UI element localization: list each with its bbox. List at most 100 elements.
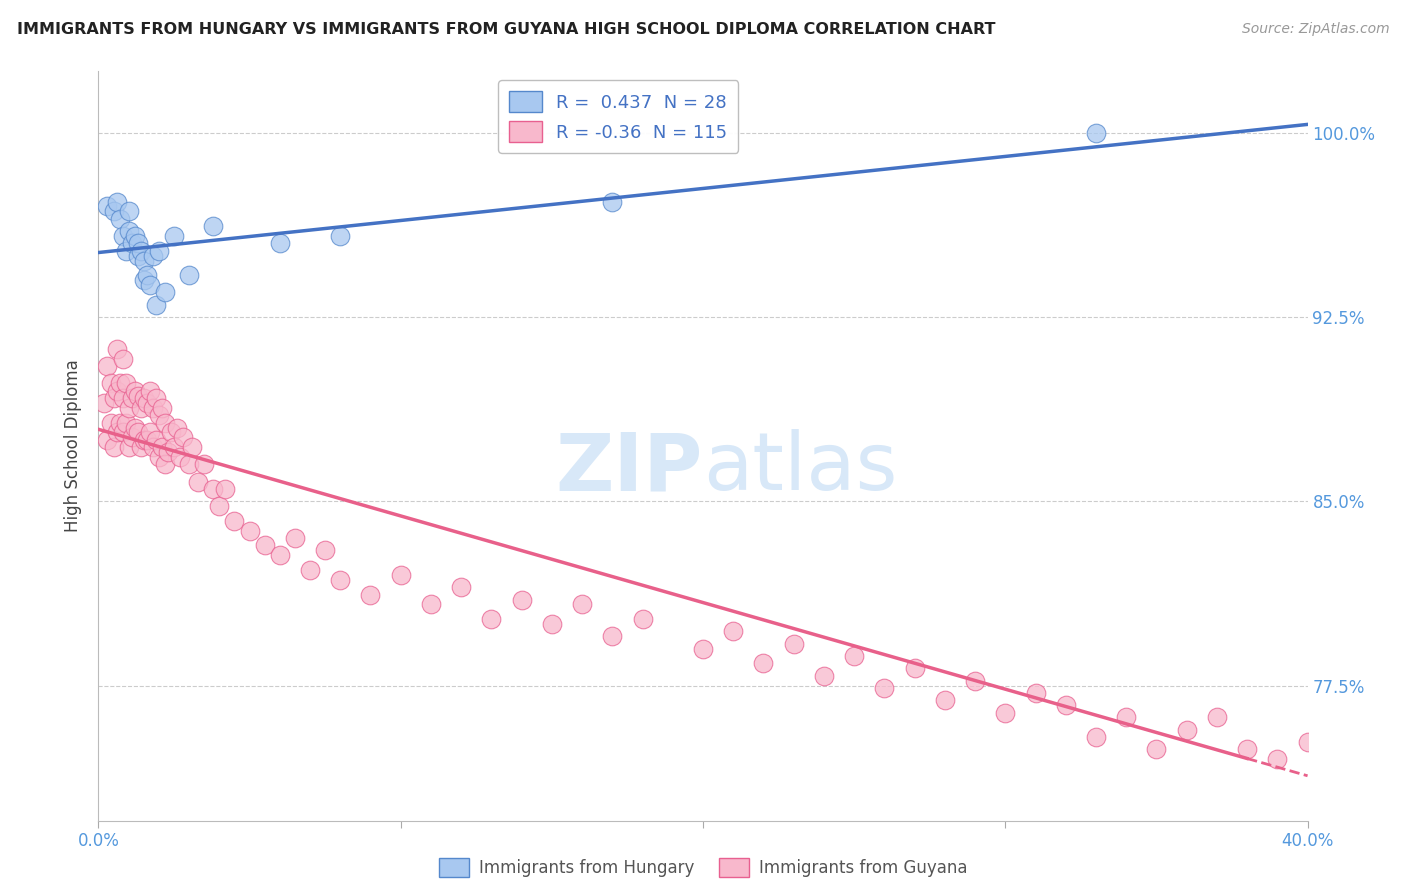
Point	[142, 401, 165, 415]
Point	[172, 430, 194, 444]
Point	[450, 580, 472, 594]
Point	[100, 416, 122, 430]
Point	[121, 236, 143, 251]
Point	[111, 351, 134, 366]
Point	[329, 573, 352, 587]
Point	[148, 244, 170, 258]
Point	[111, 391, 134, 405]
Point	[127, 389, 149, 403]
Point	[103, 391, 125, 405]
Point	[108, 416, 131, 430]
Point	[148, 450, 170, 464]
Point	[96, 199, 118, 213]
Point	[132, 391, 155, 405]
Point	[153, 285, 176, 300]
Point	[1236, 742, 1258, 756]
Point	[129, 401, 152, 415]
Point	[1085, 730, 1108, 744]
Point	[1024, 686, 1046, 700]
Point	[253, 539, 276, 553]
Point	[1144, 742, 1167, 756]
Point	[139, 278, 162, 293]
Point	[142, 440, 165, 454]
Point	[540, 617, 562, 632]
Point	[139, 425, 162, 440]
Point	[108, 211, 131, 226]
Point	[145, 433, 167, 447]
Point	[105, 384, 128, 398]
Point	[145, 298, 167, 312]
Point	[139, 384, 162, 398]
Point	[602, 194, 624, 209]
Point	[96, 433, 118, 447]
Point	[420, 598, 443, 612]
Point	[602, 629, 624, 643]
Text: atlas: atlas	[703, 429, 897, 508]
Point	[127, 236, 149, 251]
Point	[105, 425, 128, 440]
Point	[299, 563, 322, 577]
Point	[129, 440, 152, 454]
Point	[1386, 739, 1406, 754]
Point	[329, 229, 352, 244]
Point	[481, 612, 503, 626]
Point	[132, 433, 155, 447]
Point	[150, 401, 173, 415]
Point	[1175, 723, 1198, 737]
Point	[108, 376, 131, 391]
Point	[239, 524, 262, 538]
Point	[692, 641, 714, 656]
Point	[1267, 752, 1289, 766]
Point	[156, 445, 179, 459]
Point	[783, 637, 806, 651]
Point	[105, 342, 128, 356]
Point	[269, 549, 291, 563]
Point	[202, 219, 225, 234]
Point	[114, 416, 136, 430]
Point	[169, 450, 191, 464]
Point	[114, 376, 136, 391]
Point	[111, 229, 134, 244]
Point	[1115, 710, 1137, 724]
Point	[124, 420, 146, 434]
Point	[153, 416, 176, 430]
Point	[752, 657, 775, 671]
Point	[934, 693, 956, 707]
Point	[1054, 698, 1077, 713]
Point	[100, 376, 122, 391]
Point	[118, 440, 141, 454]
Point	[269, 236, 291, 251]
Point	[129, 244, 152, 258]
Point	[631, 612, 654, 626]
Point	[111, 425, 134, 440]
Text: ZIP: ZIP	[555, 429, 703, 508]
Point	[124, 384, 146, 398]
Point	[127, 249, 149, 263]
Point	[124, 229, 146, 244]
Point	[163, 229, 186, 244]
Point	[1206, 710, 1229, 724]
Point	[813, 669, 835, 683]
Point	[571, 598, 593, 612]
Point	[135, 433, 157, 447]
Point	[510, 592, 533, 607]
Point	[150, 440, 173, 454]
Point	[1085, 126, 1108, 140]
Point	[127, 425, 149, 440]
Point	[844, 648, 866, 663]
Point	[1327, 720, 1350, 734]
Point	[103, 440, 125, 454]
Point	[193, 458, 215, 472]
Point	[121, 430, 143, 444]
Point	[118, 224, 141, 238]
Point	[153, 458, 176, 472]
Point	[904, 661, 927, 675]
Point	[96, 359, 118, 373]
Point	[284, 531, 307, 545]
Point	[135, 268, 157, 283]
Text: IMMIGRANTS FROM HUNGARY VS IMMIGRANTS FROM GUYANA HIGH SCHOOL DIPLOMA CORRELATIO: IMMIGRANTS FROM HUNGARY VS IMMIGRANTS FR…	[17, 22, 995, 37]
Y-axis label: High School Diploma: High School Diploma	[65, 359, 83, 533]
Point	[179, 458, 201, 472]
Point	[114, 244, 136, 258]
Point	[187, 475, 209, 489]
